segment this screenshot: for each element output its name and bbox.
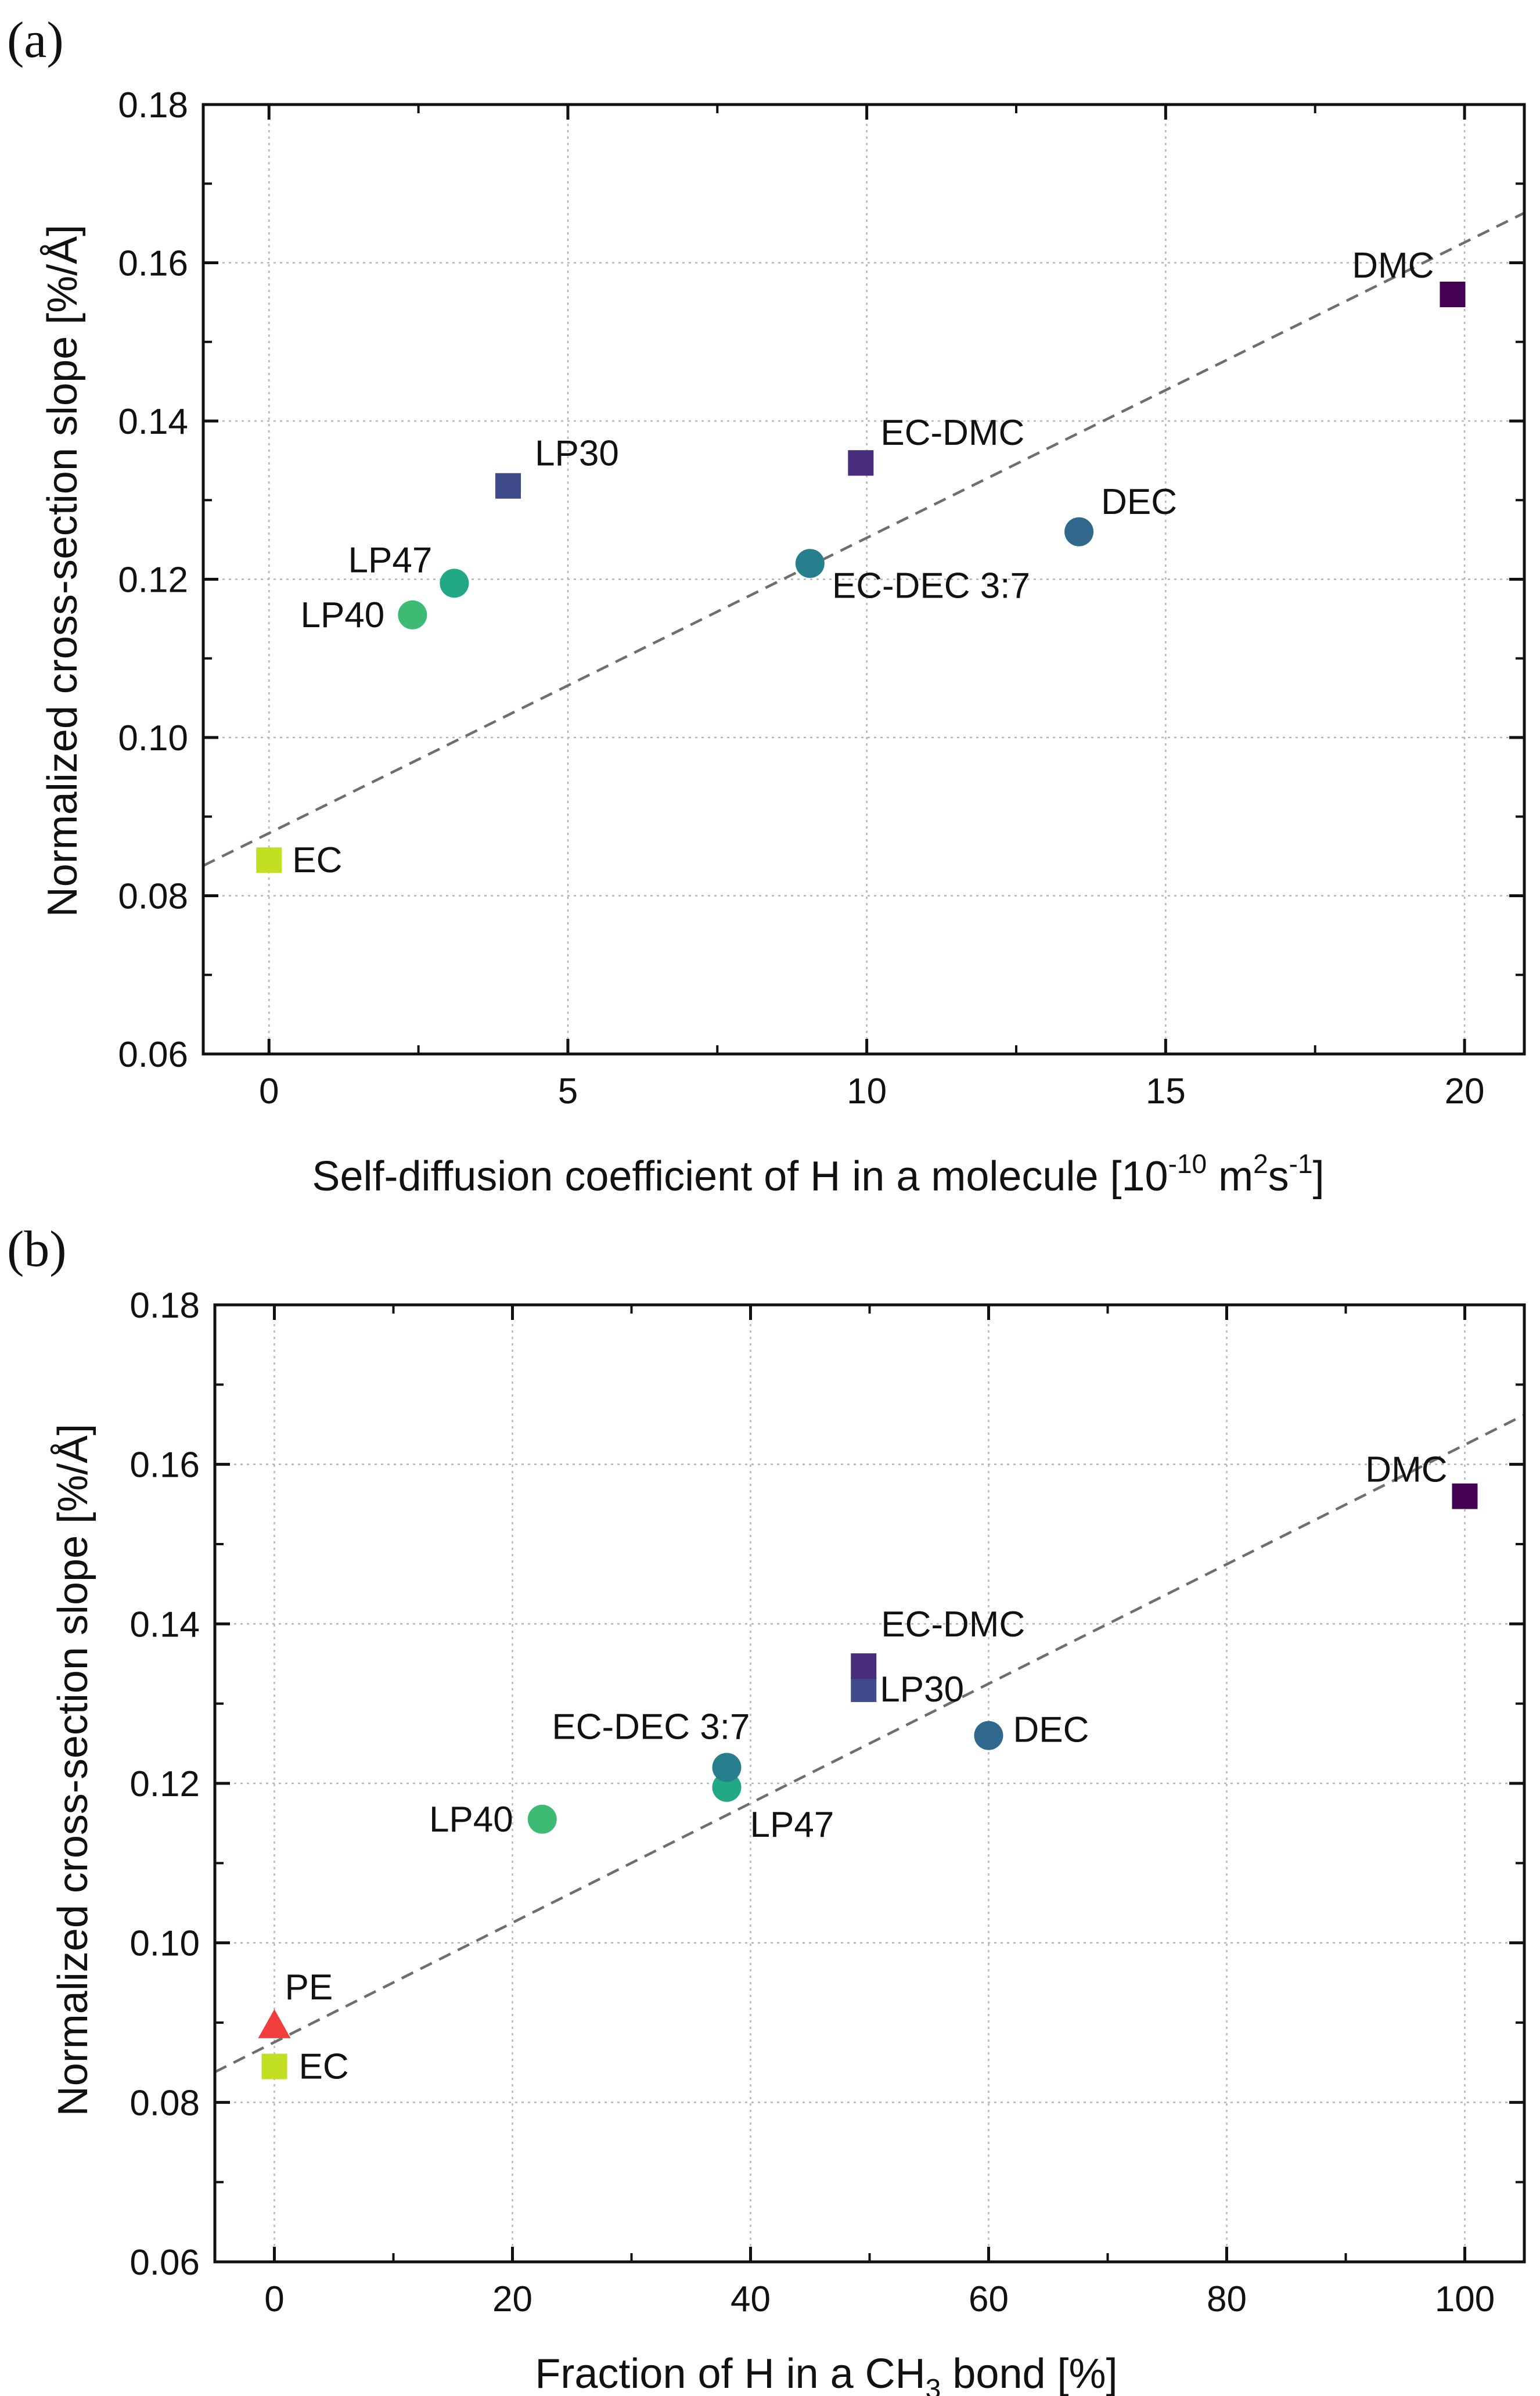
panel-b-y-tick-labels: 0.06 0.08 0.10 0.12 0.14 0.16 0.18 (129, 1286, 200, 2283)
x-tick-label: 10 (847, 1071, 887, 1111)
y-tick-label: 0.18 (118, 85, 188, 125)
y-tick-label: 0.14 (129, 1604, 200, 1645)
point-lp40 (527, 1804, 557, 1834)
point-ec-dmc (851, 1653, 877, 1679)
point-label-pe: PE (285, 1967, 333, 2008)
point-label-lp47: LP47 (348, 540, 433, 580)
point-dec (1064, 517, 1094, 546)
y-tick-label: 0.08 (129, 2083, 200, 2123)
x-tick-label: 0 (264, 2279, 284, 2319)
point-lp40 (398, 600, 427, 629)
point-lp30 (851, 1676, 877, 1702)
panel-b-label: (b) (7, 1221, 67, 1278)
point-ec-dec-3-7 (795, 549, 825, 578)
x-tick-label: 20 (1445, 1071, 1485, 1111)
x-tick-label: 60 (969, 2279, 1009, 2319)
panel-a-y-tick-labels: 0.06 0.08 0.10 0.12 0.14 0.16 0.18 (118, 85, 188, 1075)
point-dmc (1452, 1483, 1478, 1509)
y-tick-label: 0.06 (129, 2243, 200, 2283)
y-tick-label: 0.16 (118, 244, 188, 284)
panel-b-scatter-chart: (b) PE EC LP40 LP47 EC-DEC 3:7 LP30 EC-DMC DEC D… (7, 1221, 1526, 2396)
y-tick-label: 0.08 (118, 877, 188, 917)
y-tick-label: 0.10 (118, 718, 188, 758)
point-lp47 (712, 1772, 742, 1802)
point-label-dec: DEC (1101, 482, 1177, 522)
x-tick-label: 0 (259, 1071, 279, 1111)
point-label-ec-dec-3-7: EC-DEC 3:7 (552, 1707, 750, 1747)
panel-a-ticks (203, 103, 1524, 1056)
panel-a-fit-line (203, 211, 1525, 867)
point-label-ec: EC (292, 840, 342, 880)
panel-a-data-points (256, 282, 1466, 873)
point-lp47 (440, 569, 469, 598)
point-label-ec-dmc: EC-DMC (881, 1604, 1025, 1645)
y-tick-label: 0.12 (129, 1764, 200, 1804)
panel-b-x-tick-labels: 0 20 40 60 80 100 (264, 2279, 1495, 2319)
panel-b-fit-line (214, 1413, 1525, 2074)
point-ec-dmc (848, 450, 874, 476)
point-dec (974, 1721, 1003, 1750)
panel-b-data-points (258, 1483, 1478, 2080)
y-tick-label: 0.16 (129, 1445, 200, 1485)
panel-b-y-axis-title: Normalized cross-section slope [%/Å] (50, 1424, 96, 2116)
panel-a-label: (a) (7, 12, 64, 69)
point-label-dmc: DMC (1365, 1450, 1447, 1490)
y-tick-label: 0.06 (118, 1035, 188, 1075)
point-label-ec-dmc: EC-DMC (880, 413, 1024, 453)
panel-a-x-tick-labels: 0 5 10 15 20 (259, 1071, 1485, 1111)
point-pe (258, 2009, 291, 2038)
point-dmc (1440, 282, 1466, 307)
point-lp30 (495, 473, 521, 499)
panel-a-scatter-chart: (a) EC LP40 LP47 LP30 EC-DEC 3:7 EC-DMC DEC DMC… (7, 12, 1526, 1200)
point-label-lp30: LP30 (535, 434, 619, 474)
panel-a-point-labels: EC LP40 LP47 LP30 EC-DEC 3:7 EC-DMC DEC DMC (292, 246, 1434, 880)
y-tick-label: 0.18 (129, 1286, 200, 1326)
panel-b-point-labels: PE EC LP40 LP47 EC-DEC 3:7 LP30 EC-DMC DEC DMC (285, 1450, 1448, 2087)
x-tick-label: 20 (492, 2279, 532, 2319)
point-ec-dec-3-7 (712, 1753, 742, 1782)
panel-a-x-axis-title: Self-diffusion coefficient of H in a mol… (312, 1149, 1324, 1200)
panel-b-x-axis-title: Fraction of H in a CH3 bond [%] (535, 2351, 1117, 2396)
x-tick-label: 5 (558, 1071, 578, 1111)
y-tick-label: 0.14 (118, 402, 188, 442)
y-tick-label: 0.12 (118, 560, 188, 600)
point-label-lp40: LP40 (429, 1800, 513, 1840)
point-label-ec-dec-3-7: EC-DEC 3:7 (832, 566, 1030, 606)
point-label-lp47: LP47 (750, 1805, 834, 1845)
x-tick-label: 40 (731, 2279, 771, 2319)
point-ec (261, 2053, 287, 2080)
point-ec (256, 847, 282, 873)
panel-b-ticks (215, 1303, 1524, 2264)
y-tick-label: 0.10 (129, 1924, 200, 1964)
x-tick-label: 100 (1435, 2279, 1495, 2319)
panel-a-y-axis-title: Normalized cross-section slope [%/Å] (39, 225, 86, 917)
x-tick-label: 15 (1146, 1071, 1186, 1111)
point-label-dec: DEC (1013, 1710, 1089, 1750)
point-label-lp30: LP30 (880, 1670, 964, 1710)
panel-b-grid (215, 1304, 1524, 2263)
x-tick-label: 80 (1207, 2279, 1247, 2319)
point-label-dmc: DMC (1352, 246, 1434, 286)
point-label-lp40: LP40 (300, 595, 384, 635)
point-label-ec: EC (299, 2047, 349, 2087)
